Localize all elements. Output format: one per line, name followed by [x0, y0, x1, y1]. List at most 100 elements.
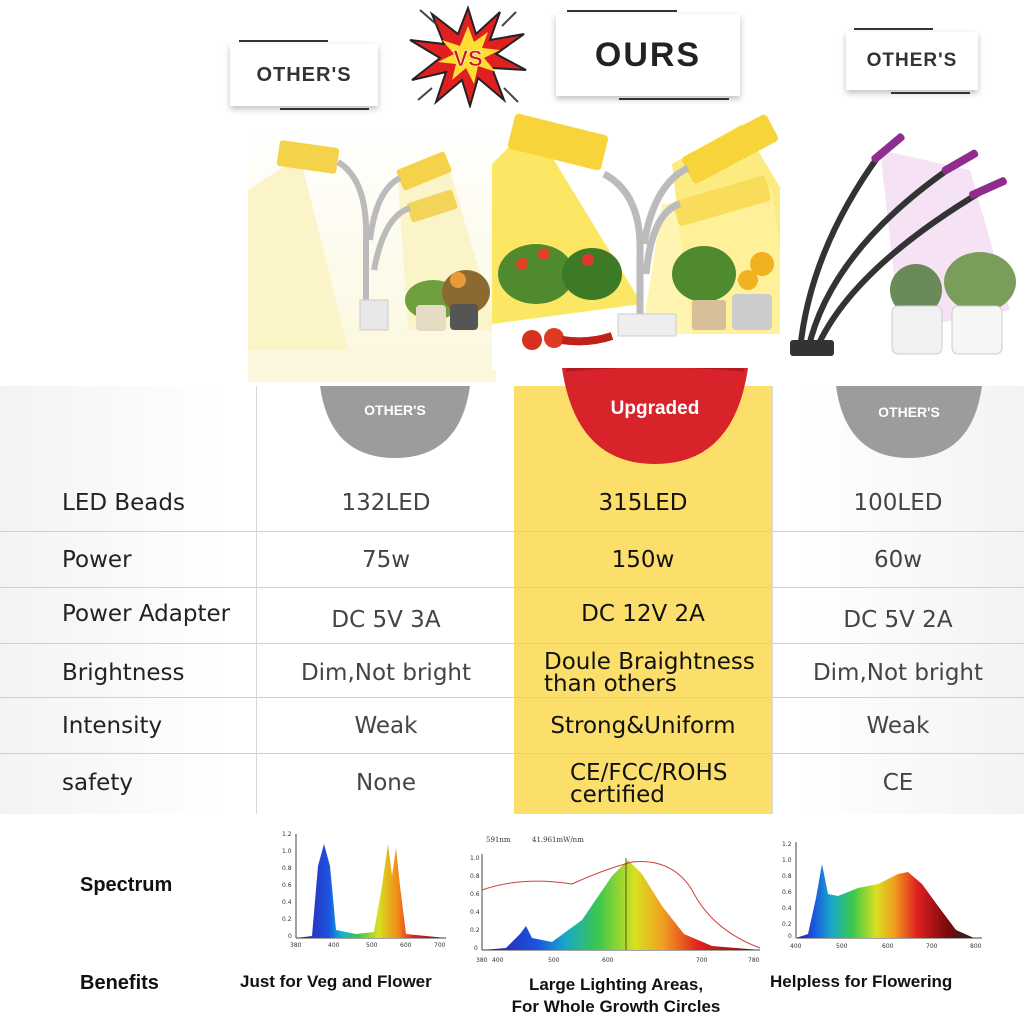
ours-value: CE/FCC/ROHS certified [514, 756, 772, 812]
row-label: safety [62, 770, 133, 796]
ytick: 0.4 [470, 909, 480, 916]
product-image-left [248, 120, 496, 382]
ytick: 0.6 [782, 889, 792, 896]
ours-tag-text: OURS [594, 35, 702, 74]
spectrum-label: Spectrum [80, 874, 173, 896]
ytick: 0.6 [470, 891, 480, 898]
upgraded-badge: Upgraded [562, 368, 748, 464]
xtick: 500 [366, 942, 378, 949]
xtick: 700 [434, 942, 446, 949]
others-b-value: DC 5V 2A [843, 607, 953, 633]
ytick: 1.0 [282, 848, 292, 855]
xtick: 600 [602, 957, 614, 964]
others-b-value: Dim,Not bright [812, 660, 984, 686]
ytick: 0.2 [282, 916, 292, 923]
ours-value: 150w [611, 547, 675, 573]
ytick: 0.4 [782, 905, 792, 912]
row-label: LED Beads [62, 490, 185, 516]
others-tag-right-text: OTHER'S [866, 50, 958, 71]
others-a-value: DC 5V 3A [331, 607, 441, 633]
ytick: 0.2 [782, 921, 792, 928]
others-b-value: 60w [873, 547, 923, 573]
row-label: Power [62, 547, 132, 573]
others-tag-left: OTHER'S [230, 40, 378, 110]
ytick: 1.0 [470, 855, 480, 862]
xtick: 380 [290, 942, 302, 949]
table-row-intensity: Intensity Weak Strong&Uniform Weak [0, 698, 1024, 754]
others-badge-left-text: OTHER'S [364, 402, 426, 418]
others-badge-left: OTHER'S [320, 386, 470, 458]
ours-value: 315LED [598, 490, 688, 516]
row-label: Brightness [62, 660, 185, 686]
ytick: 1.0 [782, 857, 792, 864]
table-row-led-beads: LED Beads 132LED 315LED 100LED [0, 474, 1024, 532]
others-b-value: Weak [866, 713, 930, 739]
ours-value: Doule Braightness than others [514, 646, 772, 700]
others-a-value: Weak [354, 713, 418, 739]
benefits-label: Benefits [80, 972, 159, 994]
xtick: 400 [492, 957, 504, 964]
product-image-ours [492, 104, 796, 370]
ytick: 0 [288, 933, 292, 940]
benefit-mid-line1: Large Lighting Areas, [528, 975, 704, 994]
ours-value: Strong&Uniform [550, 713, 736, 739]
spectrum-chart-left: 1.2 1.0 0.8 0.6 0.4 0.2 0 380 400 500 60… [282, 831, 446, 949]
ytick: 0.2 [470, 927, 480, 934]
benefit-mid-line2: For Whole Growth Circles [511, 997, 721, 1016]
xtick: 400 [790, 943, 802, 950]
others-tag-right: OTHER'S [846, 28, 978, 94]
ytick: 1.2 [782, 841, 792, 848]
table-row-power: Power 75w 150w 60w [0, 532, 1024, 588]
table-row-power-adapter: Power Adapter DC 5V 3A DC 12V 2A DC 5V 2… [0, 588, 1024, 644]
others-a-value: Dim,Not bright [300, 660, 472, 686]
others-tag-left-text: OTHER'S [256, 63, 352, 86]
xtick: 800 [970, 943, 982, 950]
row-label: Intensity [62, 713, 163, 739]
xtick: 500 [548, 957, 560, 964]
product-image-right [780, 130, 1024, 382]
ours-value-line2: certified [570, 782, 665, 808]
benefit-left: Just for Veg and Flower [240, 972, 432, 991]
ytick: 0 [788, 933, 792, 940]
spectrum-chart-right: 1.2 1.0 0.8 0.6 0.4 0.2 0 400 500 600 70… [782, 841, 982, 950]
xtick: 600 [882, 943, 894, 950]
ytick: 0.6 [282, 882, 292, 889]
xtick: 500 [836, 943, 848, 950]
vs-starburst-icon: VS [409, 4, 527, 108]
ours-value-line1: Doule Braightness [544, 649, 755, 675]
column-divider [256, 386, 257, 814]
xtick: 400 [328, 942, 340, 949]
table-row-brightness: Brightness Dim,Not bright Doule Braightn… [0, 644, 1024, 698]
xtick: 780 [748, 957, 760, 964]
others-a-value: None [355, 770, 416, 796]
ours-tag: OURS [556, 10, 740, 100]
others-a-value: 75w [361, 547, 411, 573]
spectrum-chart-mid: 591nm 41.961mW/nm 1.0 0.8 0.6 0.4 0.2 0 … [470, 836, 761, 964]
ytick: 0.4 [282, 899, 292, 906]
ytick: 1.2 [282, 831, 292, 838]
benefit-right: Helpless for Flowering [770, 972, 953, 991]
xtick: 600 [400, 942, 412, 949]
ytick: 0.8 [470, 873, 480, 880]
chart-mid-peak: 591nm [486, 836, 511, 844]
ytick: 0 [474, 945, 478, 952]
xtick: 700 [926, 943, 938, 950]
table-row-safety: safety None CE/FCC/ROHS certified CE [0, 754, 1024, 814]
xtick: 700 [696, 957, 708, 964]
ours-value-line2: than others [544, 671, 677, 697]
ours-value: DC 12V 2A [581, 601, 705, 627]
others-badge-right: OTHER'S [836, 386, 982, 458]
upgraded-badge-text: Upgraded [610, 398, 700, 419]
others-b-value: CE [882, 770, 914, 796]
column-divider [772, 386, 773, 814]
ours-value-line1: CE/FCC/ROHS [570, 760, 728, 786]
comparison-table: OTHER'S Upgraded OTHER'S LED Beads 132LE… [0, 368, 1024, 814]
ytick: 0.8 [282, 865, 292, 872]
ytick: 0.8 [782, 873, 792, 880]
others-a-value: 132LED [341, 490, 431, 516]
chart-mid-power: 41.961mW/nm [532, 836, 584, 844]
xtick: 380 [476, 957, 488, 964]
others-badge-right-text: OTHER'S [878, 404, 940, 420]
row-label: Power Adapter [62, 601, 231, 627]
others-b-value: 100LED [853, 490, 943, 516]
